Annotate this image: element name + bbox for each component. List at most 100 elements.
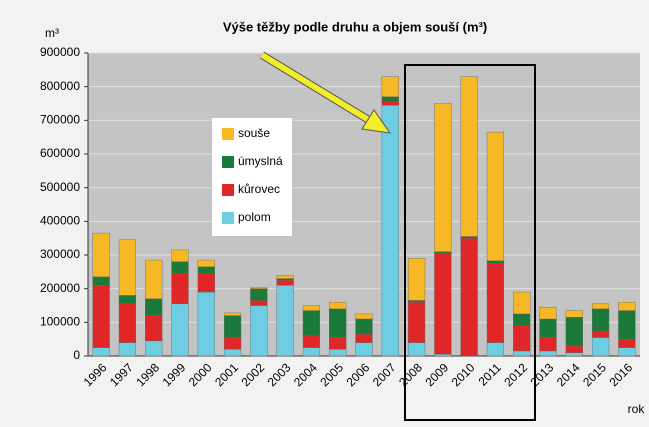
bar-segment	[539, 306, 557, 320]
y-tick-label: 100000	[40, 315, 80, 329]
bar-segment	[171, 249, 189, 262]
bar-segment	[591, 330, 610, 338]
bar-segment	[565, 352, 583, 357]
bar-segment	[434, 253, 452, 355]
y-tick-label: 0	[73, 348, 80, 362]
bar-segment	[407, 342, 426, 357]
bar-segment	[92, 276, 110, 286]
bar-segment	[434, 354, 452, 357]
bar-segment	[381, 76, 399, 97]
bar-segment	[250, 300, 268, 306]
highlight-box	[404, 64, 536, 421]
bar-segment	[118, 303, 137, 343]
legend-label: polom	[238, 210, 271, 224]
bar-segment	[591, 337, 610, 357]
bar-segment	[302, 347, 321, 357]
bar-segment	[486, 131, 505, 261]
bar-segment	[92, 347, 110, 357]
bar-segment	[513, 313, 531, 326]
bar-segment	[618, 347, 636, 357]
y-axis-label: m³	[45, 26, 59, 40]
bar-segment	[276, 285, 294, 357]
bar-segment	[145, 315, 163, 342]
bar-segment	[591, 308, 610, 331]
bar-segment	[486, 342, 505, 357]
bar-segment	[250, 287, 268, 289]
bar-segment	[381, 104, 399, 357]
y-tick-label: 600000	[40, 146, 80, 160]
arrow-shaft	[260, 52, 374, 125]
bar-segment	[591, 303, 610, 310]
chart-title: Výše těžby podle druhu a objem souší (m³…	[223, 19, 487, 34]
arrow	[259, 51, 392, 134]
legend-label: úmyslná	[238, 154, 283, 168]
bar-segment	[381, 96, 399, 103]
legend-swatch	[222, 156, 234, 168]
bar-segment	[513, 325, 531, 352]
legend-label: souše	[238, 126, 270, 140]
bar-segment	[145, 259, 163, 299]
bar-segment	[565, 345, 583, 353]
bar-segment	[329, 301, 347, 310]
bar-segment	[223, 337, 242, 350]
legend-swatch	[222, 128, 234, 140]
bar-segment	[276, 280, 294, 286]
bar-segment	[171, 273, 189, 305]
bar-segment	[329, 308, 347, 338]
bar-segment	[618, 301, 636, 311]
bar-segment	[618, 338, 636, 348]
bar-segment	[250, 305, 268, 357]
bar-segment	[329, 349, 347, 357]
bar-segment	[513, 350, 531, 357]
y-tick-label: 800000	[40, 79, 80, 93]
bar-segment	[197, 266, 215, 274]
legend-swatch	[222, 212, 234, 224]
bar-segment	[145, 340, 163, 357]
legend-swatch	[222, 184, 234, 196]
x-axis-label: rok	[628, 402, 646, 416]
bar-segment	[118, 295, 137, 305]
bar-segment	[486, 260, 505, 264]
bar-segment	[171, 303, 189, 357]
bar-segment	[434, 103, 452, 252]
bar-segment	[302, 305, 321, 311]
bar-segment	[381, 101, 399, 106]
y-tick-label: 300000	[40, 247, 80, 261]
bar-segment	[250, 288, 268, 301]
legend: polom kůrovec úmyslná souše	[212, 118, 292, 236]
y-tick-label: 500000	[40, 180, 80, 194]
bar-segment	[355, 318, 373, 335]
bar-segment	[460, 237, 478, 357]
bar-segment	[407, 300, 426, 303]
bar-segment	[197, 273, 215, 293]
bar-segment	[407, 301, 426, 343]
bar-segment	[460, 76, 478, 237]
bar-segment	[407, 258, 426, 301]
bar-segment	[565, 317, 583, 347]
bar-segment	[118, 342, 137, 357]
bar-segment	[434, 251, 452, 254]
bar-segment	[197, 291, 215, 357]
y-tick-label: 700000	[40, 113, 80, 127]
bar-segment	[355, 333, 373, 343]
marks: 0 100000 200000 300000 400000 500000 600000 700…	[40, 45, 640, 389]
y-tick-label: 400000	[40, 214, 80, 228]
bar-segment	[92, 232, 110, 278]
bar-segment	[276, 278, 294, 281]
plot-area	[88, 53, 640, 356]
bar-segment	[513, 291, 531, 315]
bar-segment	[223, 312, 242, 316]
bar-segment	[539, 318, 557, 338]
bar-segment	[539, 337, 557, 352]
bar-segment	[171, 261, 189, 274]
bar-segment	[223, 315, 242, 338]
bar-segment	[539, 350, 557, 357]
legend-label: kůrovec	[238, 182, 280, 196]
bar-segment	[355, 313, 373, 320]
bar-segment	[302, 310, 321, 336]
bar-segment	[92, 285, 110, 348]
bar-segment	[486, 263, 505, 343]
bar-segment	[197, 259, 215, 267]
bar-segment	[276, 275, 294, 279]
